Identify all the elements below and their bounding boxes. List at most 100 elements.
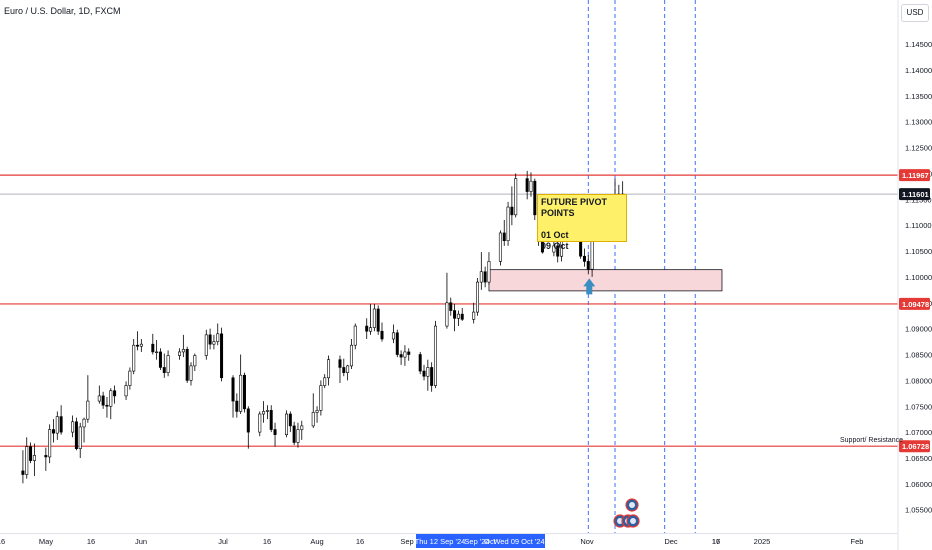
candle-body [475,281,479,313]
candle-body [262,411,266,415]
candle-body [327,359,331,379]
candle-body [128,370,132,386]
candle-body [376,308,380,332]
candle-body [483,271,487,283]
candle-body [273,429,277,436]
candle-body [498,232,502,262]
candle-body [105,404,109,407]
candle-body [445,302,449,327]
candle-body [25,446,29,475]
level-price-badge-bg [899,297,930,310]
candle-body [204,334,208,356]
price-tick-label: 1.06000 [905,480,932,489]
future-pivot-annotation[interactable]: FUTURE PIVOT POINTS 01 Oct 09 Oct [537,194,627,251]
candle-body [71,421,75,433]
candle-body [74,421,78,449]
level-price-badge: 1.06728 [902,442,929,451]
candle-body [502,232,506,241]
candle-body [533,180,537,216]
time-tick-label: Wed 09 Oct '24 [493,537,544,546]
annotation-title: FUTURE PIVOT POINTS [541,197,608,218]
candle-body [422,370,426,377]
candle-body [113,390,117,397]
candle-body [395,332,399,355]
time-tick-label: Jun [135,537,147,546]
candle-body [460,313,464,320]
symbol-title: Euro / U.S. Dollar, 1D, FXCM [4,6,121,16]
time-tick-label: 16 [87,537,95,546]
candle-body [136,344,140,347]
candle-body [300,425,304,430]
price-tick-label: 1.14000 [905,66,932,75]
candle-body [510,206,514,216]
support-resistance-label: Support/ Resistance [840,437,904,444]
price-tick-label: 1.13000 [905,118,932,127]
candle-body [346,365,350,373]
currency-button[interactable]: USD [901,4,929,22]
event-icon-center [617,518,624,524]
candle-body [284,413,288,436]
candle-body [433,325,437,386]
candle-body [246,408,250,433]
candle-body [21,470,25,475]
candle-body [235,400,239,412]
price-tick-label: 1.11000 [905,221,932,230]
candle-body [139,343,143,347]
candle-body [342,367,346,373]
candle-body [78,426,82,449]
price-tick-label: 1.07500 [905,402,932,411]
candle-body [216,333,220,342]
candle-body [162,367,166,373]
price-tick-label: 1.08500 [905,351,932,360]
price-tick-label: 1.08000 [905,376,932,385]
candle-body [212,341,216,345]
candle-body [51,429,55,434]
time-tick-label: 2025 [754,537,771,546]
candle-body [365,325,369,332]
time-tick-label: Nov [580,537,594,546]
candle-body [155,351,159,354]
candle-body [556,245,560,257]
candle-body [292,425,296,443]
price-tick-label: 1.07000 [905,428,932,437]
candle-body [311,412,315,427]
price-tick-label: 1.05500 [905,506,932,515]
time-tick-label: 16 [263,537,271,546]
candle-body [456,313,460,319]
time-axis-highlight [416,534,545,548]
candle-body [372,308,376,328]
annotation-line-1: 01 Oct [541,230,569,240]
candle-body [353,325,357,346]
candle-body [349,344,353,367]
candle-body [178,351,182,356]
time-tick-label: 17 [712,537,720,546]
candle-body [391,332,395,340]
candle-body [529,180,533,192]
candle-body [185,349,189,381]
time-tick-label: May [39,537,53,546]
candle-body [407,351,411,355]
demand-zone [488,269,723,292]
level-price-badge-bg [899,440,930,453]
candle-body [97,395,101,402]
candle-body [166,355,170,373]
price-tick-label: 1.13500 [905,92,932,101]
time-tick-label: 16 [712,537,720,546]
price-tick-label: 1.12500 [905,144,932,153]
candle-body [59,416,63,433]
candle-body [193,355,197,367]
time-tick-label: Oct [484,537,497,546]
level-price-badge: 1.09478 [902,300,929,309]
event-icon-center [630,518,637,524]
candle-body [55,416,59,434]
candle-body [525,178,529,192]
level-price-badge-bg [899,169,930,182]
candle-body [101,395,105,406]
candle-body [453,310,457,319]
candle-body [208,334,212,345]
candle-body [44,455,48,458]
time-tick-label: Thu 12 Sep '24 [415,537,466,546]
candle-body [426,367,430,377]
annotation-line-2: 09 Oct [541,241,569,251]
